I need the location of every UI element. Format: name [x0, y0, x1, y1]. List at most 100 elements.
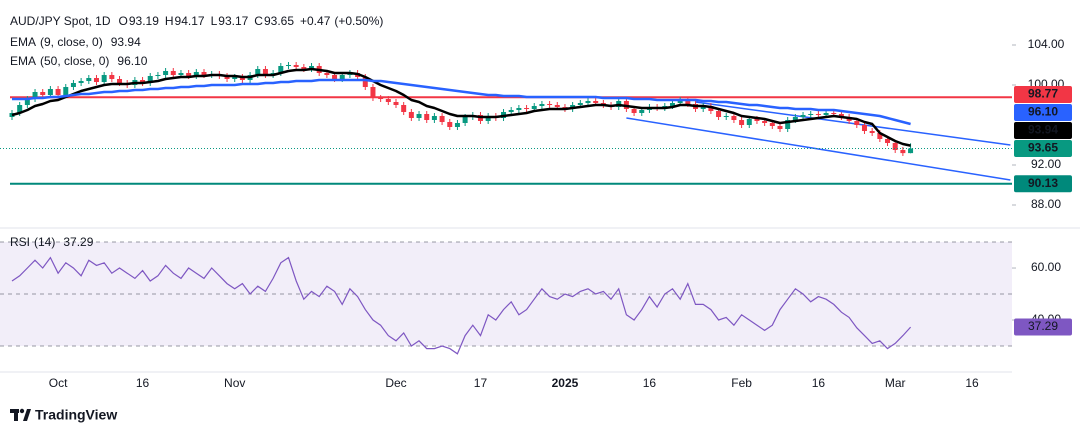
candle-body [339, 75, 345, 79]
candle-body [900, 150, 906, 154]
logo-shape [23, 409, 31, 421]
candle-body [201, 72, 207, 75]
candle-body [585, 101, 591, 103]
candle-body [815, 114, 821, 115]
x-tick-label: 17 [474, 376, 488, 390]
candle-body [439, 116, 445, 122]
logo [10, 408, 31, 421]
candle-body [547, 104, 553, 105]
x-tick-label: 16 [965, 376, 979, 390]
candle-body [224, 76, 230, 79]
legend-value: 93.94 [111, 35, 141, 49]
x-tick-label: Dec [385, 376, 406, 390]
candle-body [239, 77, 245, 80]
ema-line [12, 78, 911, 126]
candle-body [147, 76, 153, 83]
candle-body [232, 77, 238, 79]
candle-body [685, 100, 691, 104]
candle-body [869, 131, 875, 133]
x-tick-label: 2025 [552, 376, 579, 390]
candle-body [55, 89, 61, 95]
candle-body [431, 116, 437, 120]
candle-body [332, 75, 338, 79]
candle-body [17, 105, 23, 113]
candle-body [838, 114, 844, 117]
price-tag-label: 93.94 [1028, 123, 1058, 137]
candle-body [508, 110, 514, 112]
candle-body [301, 67, 307, 69]
candle-body [892, 143, 898, 150]
candle-body [193, 72, 199, 76]
candle-body [516, 108, 522, 110]
price-tag [1014, 318, 1072, 336]
candle-body [485, 116, 491, 121]
candle-body [831, 113, 837, 114]
legend-ohlc-label: O [119, 14, 128, 28]
price-tag [1014, 104, 1072, 121]
candle-body [716, 111, 722, 117]
candle-body [424, 114, 430, 120]
candle-body [777, 126, 783, 129]
candle-body [792, 117, 798, 120]
ema-line [11, 67, 911, 147]
legend-ohlc-value: 93.65 [264, 14, 294, 28]
price-tag-label: 90.13 [1028, 176, 1058, 190]
x-tick-label: 16 [812, 376, 826, 390]
candle-body [808, 114, 814, 115]
candle-body [293, 65, 299, 67]
trend-line [626, 117, 1011, 181]
candle-body [531, 106, 537, 109]
trend-line [695, 101, 1011, 146]
legend-ohlc-label: L [211, 14, 218, 28]
candle-body [117, 79, 123, 83]
candle-body [539, 104, 545, 106]
candle-body [24, 99, 30, 105]
legend-value: 96.10 [117, 54, 147, 68]
candle-body [677, 100, 683, 103]
y-tick-label: 60.00 [1031, 260, 1061, 274]
candle-body [170, 71, 176, 75]
candle-body [769, 123, 775, 126]
candle-body [823, 113, 829, 115]
candle-body [885, 139, 891, 143]
candle-body [408, 112, 414, 118]
candle-body [78, 81, 84, 83]
legend-name: EMA [10, 35, 36, 49]
price-tag-label: 96.10 [1028, 105, 1058, 119]
x-tick-label: Oct [49, 376, 68, 390]
candle-body [393, 102, 399, 105]
candle-body [309, 66, 315, 69]
candle-body [70, 83, 76, 87]
candle-body [762, 121, 768, 123]
logo-shape [19, 408, 25, 414]
x-tick-label: Nov [224, 376, 245, 390]
candle-body [754, 119, 760, 121]
candle-body [877, 133, 883, 139]
legend-change-percent: (+0.50%) [334, 14, 383, 28]
brand: TradingView [35, 407, 117, 423]
candle-body [454, 123, 460, 127]
candle-body [109, 75, 115, 79]
candle-body [639, 110, 645, 113]
candle-body [708, 106, 714, 111]
candle-body [554, 105, 560, 107]
legend-name: EMA [10, 54, 36, 68]
x-tick-label: Feb [731, 376, 752, 390]
x-tick-label: 16 [136, 376, 150, 390]
legend-ohlc-label: C [254, 14, 263, 28]
candle-body [746, 119, 752, 125]
candle-body [731, 116, 737, 120]
x-tick-label: Mar [885, 376, 906, 390]
candle-body [93, 78, 99, 82]
candle-body [101, 75, 107, 82]
legend-ohlc-value: 94.17 [175, 14, 205, 28]
candle-body [362, 77, 368, 87]
candle-body [631, 109, 637, 113]
candle-body [577, 103, 583, 105]
candle-body [163, 71, 169, 75]
candle-body [700, 106, 706, 109]
candle-body [378, 98, 384, 99]
price-tag-label: 37.29 [1028, 319, 1058, 333]
